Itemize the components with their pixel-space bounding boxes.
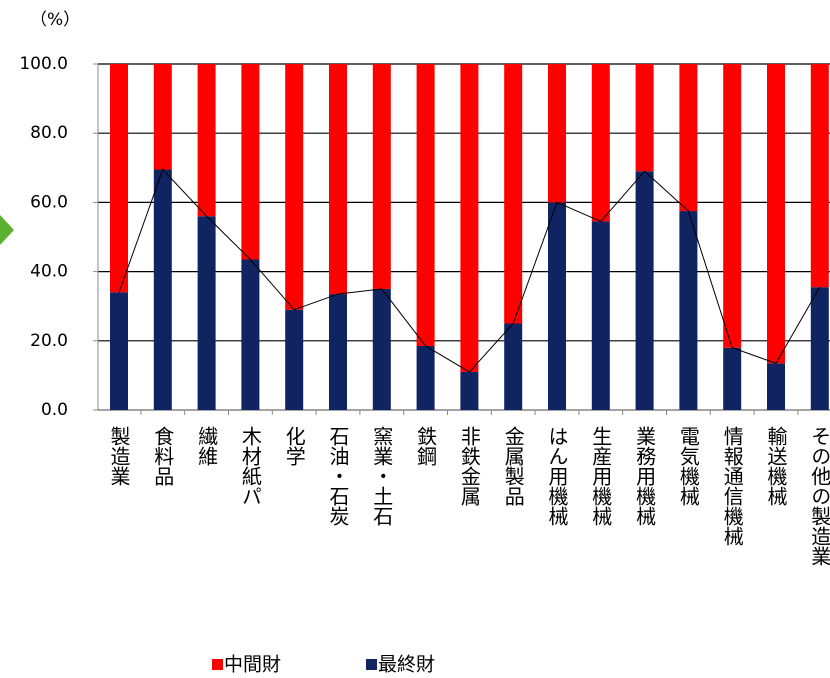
bar-segment <box>372 64 391 289</box>
bar-segment <box>110 292 128 410</box>
x-tick-label: 石油・石炭 <box>326 426 350 526</box>
bar-segment <box>416 64 435 346</box>
legend-swatch <box>366 659 377 670</box>
bar-segment <box>241 64 260 260</box>
x-tick-label: その他の製造業 <box>808 426 830 566</box>
x-tick-label: 輸送機械 <box>764 426 788 506</box>
y-tick-label: 20.0 <box>30 331 68 351</box>
bar-segment <box>679 211 698 410</box>
y-tick-label: 60.0 <box>30 192 68 212</box>
bar-segment <box>679 64 698 212</box>
x-tick-label: 製造業 <box>107 426 131 486</box>
bar-segment <box>329 294 347 410</box>
bar-segment <box>460 371 479 410</box>
y-tick-label: 40.0 <box>30 262 68 282</box>
bar-segment <box>767 363 785 410</box>
bar-segment <box>285 64 304 310</box>
bar-segment <box>372 288 391 410</box>
bar-segment <box>723 64 742 348</box>
x-tick-label: 窯業・土石 <box>370 426 394 526</box>
x-tick-label: 情報通信機械 <box>720 426 744 546</box>
bar-segment <box>591 221 610 410</box>
bar-segment <box>197 216 216 410</box>
y-tick-label: 0.0 <box>41 400 68 420</box>
x-tick-label: 業務用機械 <box>633 426 657 526</box>
bar-segment <box>110 64 128 293</box>
bar-segment <box>416 345 435 410</box>
x-tick-label: 金属製品 <box>501 426 525 506</box>
bar-segment <box>504 64 523 324</box>
x-tick-label: 繊維 <box>195 426 219 466</box>
bar-segment <box>504 323 523 410</box>
bar-segment <box>241 259 260 410</box>
legend-label: 中間財 <box>224 654 281 676</box>
x-tick-label: 木材紙パ <box>238 426 262 506</box>
bar-segment <box>329 64 347 295</box>
bar-segment <box>153 64 172 170</box>
bar-segment <box>548 64 566 203</box>
bar-segment <box>153 169 172 410</box>
bar-segment <box>635 171 654 410</box>
bar-segment <box>460 64 479 372</box>
x-tick-label: 生産用機械 <box>589 426 613 526</box>
bar-segment <box>810 287 829 410</box>
bar-segment <box>635 64 654 172</box>
bar-segment <box>285 309 304 410</box>
bar-segment <box>197 64 216 217</box>
y-tick-label: 100.0 <box>19 54 68 74</box>
y-unit-label: （%） <box>30 10 80 30</box>
x-tick-label: 鉄鋼 <box>414 426 438 466</box>
y-tick-label: 80.0 <box>30 123 68 143</box>
legend-swatch <box>212 659 223 670</box>
arrow-decoration <box>0 215 14 245</box>
x-tick-label: 非鉄金属 <box>457 426 481 507</box>
x-tick-label: 化学 <box>282 426 306 466</box>
x-tick-label: 電気機械 <box>676 426 700 506</box>
bar-segment <box>810 64 829 288</box>
bar-segment <box>723 347 742 410</box>
bar-segment <box>767 64 785 364</box>
bar-segment <box>548 202 566 410</box>
x-tick-label: はん用機械 <box>545 426 569 526</box>
legend-label: 最終財 <box>378 654 435 676</box>
x-tick-label: 食料品 <box>151 426 175 486</box>
connector-line <box>118 168 821 373</box>
bar-segment <box>591 64 610 222</box>
